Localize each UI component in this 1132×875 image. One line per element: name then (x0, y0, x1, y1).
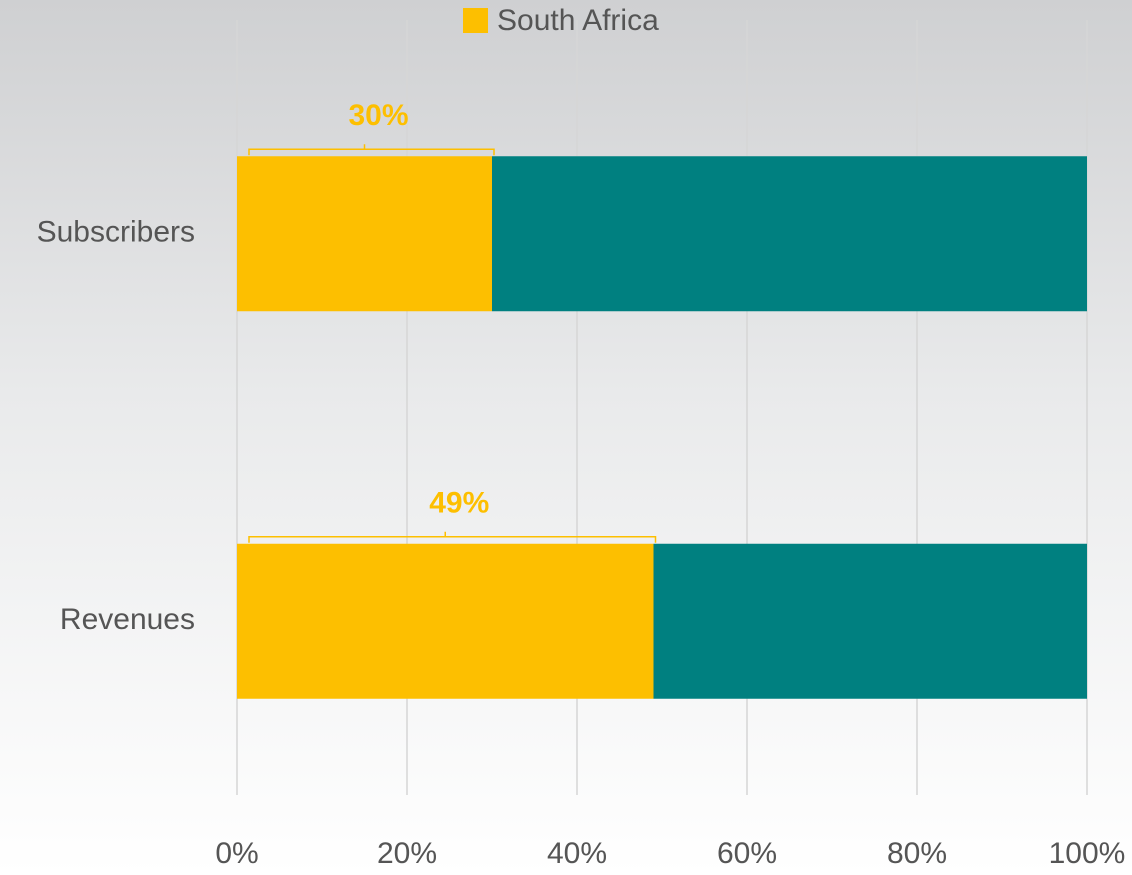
data-label: 30% (348, 99, 408, 132)
data-label: 49% (429, 487, 489, 520)
x-tick-label: 100% (1049, 837, 1126, 870)
x-tick-label: 0% (215, 837, 258, 870)
label-bracket (248, 144, 495, 156)
legend-swatch (463, 8, 488, 33)
label-bracket (248, 531, 657, 543)
bar-segment (237, 156, 492, 312)
legend-label: South Africa (497, 4, 659, 37)
x-tick-label: 20% (377, 837, 437, 870)
x-tick-label: 80% (887, 837, 947, 870)
bar-segment (237, 543, 654, 699)
category-label: Revenues (60, 603, 195, 636)
x-tick-label: 40% (547, 837, 607, 870)
bar-segment (492, 156, 1087, 312)
category-label: Subscribers (37, 216, 195, 249)
bar-segment (653, 543, 1087, 699)
x-tick-label: 60% (717, 837, 777, 870)
